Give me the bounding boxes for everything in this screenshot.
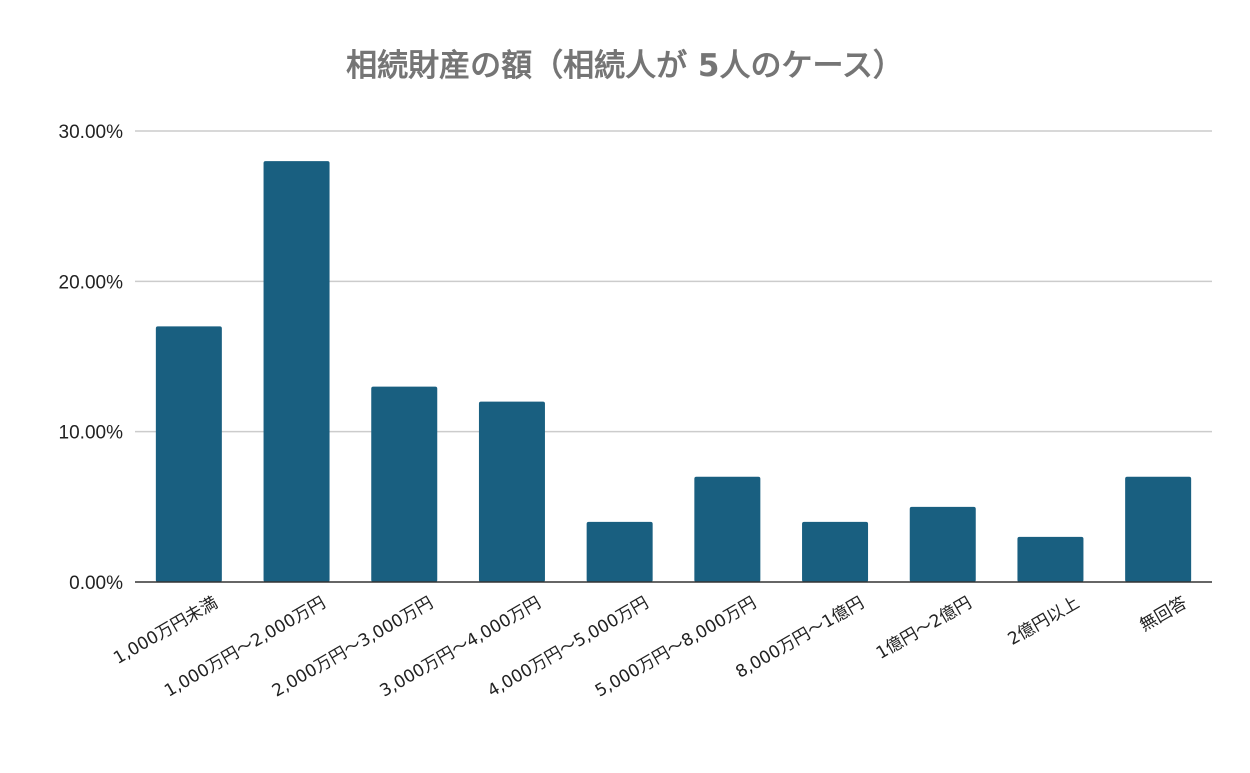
bar	[909, 506, 976, 582]
bar	[263, 161, 330, 583]
y-tick-label: 0.00%	[69, 573, 123, 594]
y-tick-label: 30.00%	[59, 122, 124, 143]
bar	[802, 521, 869, 582]
bars	[155, 161, 1192, 583]
y-tick-label: 10.00%	[59, 423, 124, 444]
bar	[478, 401, 545, 582]
bar	[694, 476, 761, 582]
bar	[371, 386, 438, 582]
x-tick-label: 2億円以上	[1005, 593, 1083, 650]
chart-title: 相続財産の額（相続人が 5人のケース）	[346, 48, 904, 84]
bar	[1125, 476, 1192, 582]
x-tick-label: 1億円～2億円	[873, 593, 975, 664]
axes: 0.00%10.00%20.00%30.00%1,000万円未満1,000万円～…	[59, 122, 1212, 702]
bar	[155, 326, 222, 582]
y-tick-label: 20.00%	[59, 272, 124, 293]
bar	[1017, 536, 1084, 582]
x-tick-label: 1,000万円未満	[110, 593, 221, 669]
x-tick-label: 無回答	[1136, 593, 1190, 636]
bar	[586, 521, 653, 582]
